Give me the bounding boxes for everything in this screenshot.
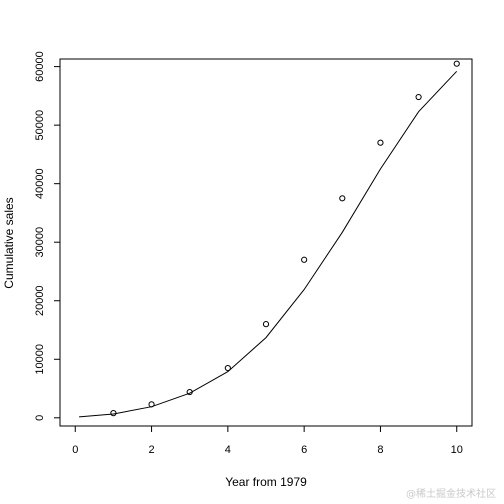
- x-tick-label: 8: [377, 444, 383, 456]
- y-axis-label: Cumulative sales: [2, 197, 16, 288]
- data-point: [148, 401, 155, 408]
- y-tick-label: 60000: [34, 51, 46, 82]
- fitted-curve-line: [79, 70, 458, 418]
- x-tick-label: 4: [225, 444, 231, 456]
- x-axis-label: Year from 1979: [225, 475, 307, 489]
- y-tick-label: 0: [34, 415, 46, 421]
- data-point: [415, 93, 422, 101]
- data-point: [301, 256, 308, 263]
- x-tick-label: 6: [301, 444, 307, 456]
- x-tick-label: 0: [72, 444, 78, 456]
- fitted-curve: [79, 70, 458, 418]
- y-tick-label: 20000: [34, 285, 46, 316]
- watermark: @稀土掘金技术社区: [406, 489, 496, 500]
- plot-frame: [59, 58, 473, 427]
- x-tick-label: 10: [451, 444, 463, 456]
- y-tick-label: 50000: [34, 110, 46, 141]
- data-point: [377, 139, 384, 146]
- data-point: [224, 364, 231, 372]
- data-point: [453, 60, 460, 67]
- y-tick-label: 30000: [34, 227, 46, 258]
- data-point: [110, 410, 117, 417]
- data-point: [339, 195, 346, 202]
- data-point: [262, 321, 270, 328]
- y-axis: 0 10000 20000 30000 40000 50000 60000: [34, 51, 60, 421]
- y-tick-label: 40000: [34, 168, 46, 199]
- data-points: [110, 60, 460, 417]
- y-tick-label: 10000: [34, 344, 46, 375]
- data-point: [186, 388, 193, 396]
- x-tick-label: 2: [148, 444, 154, 456]
- x-axis: 0 2 4 6 8 10: [72, 426, 463, 456]
